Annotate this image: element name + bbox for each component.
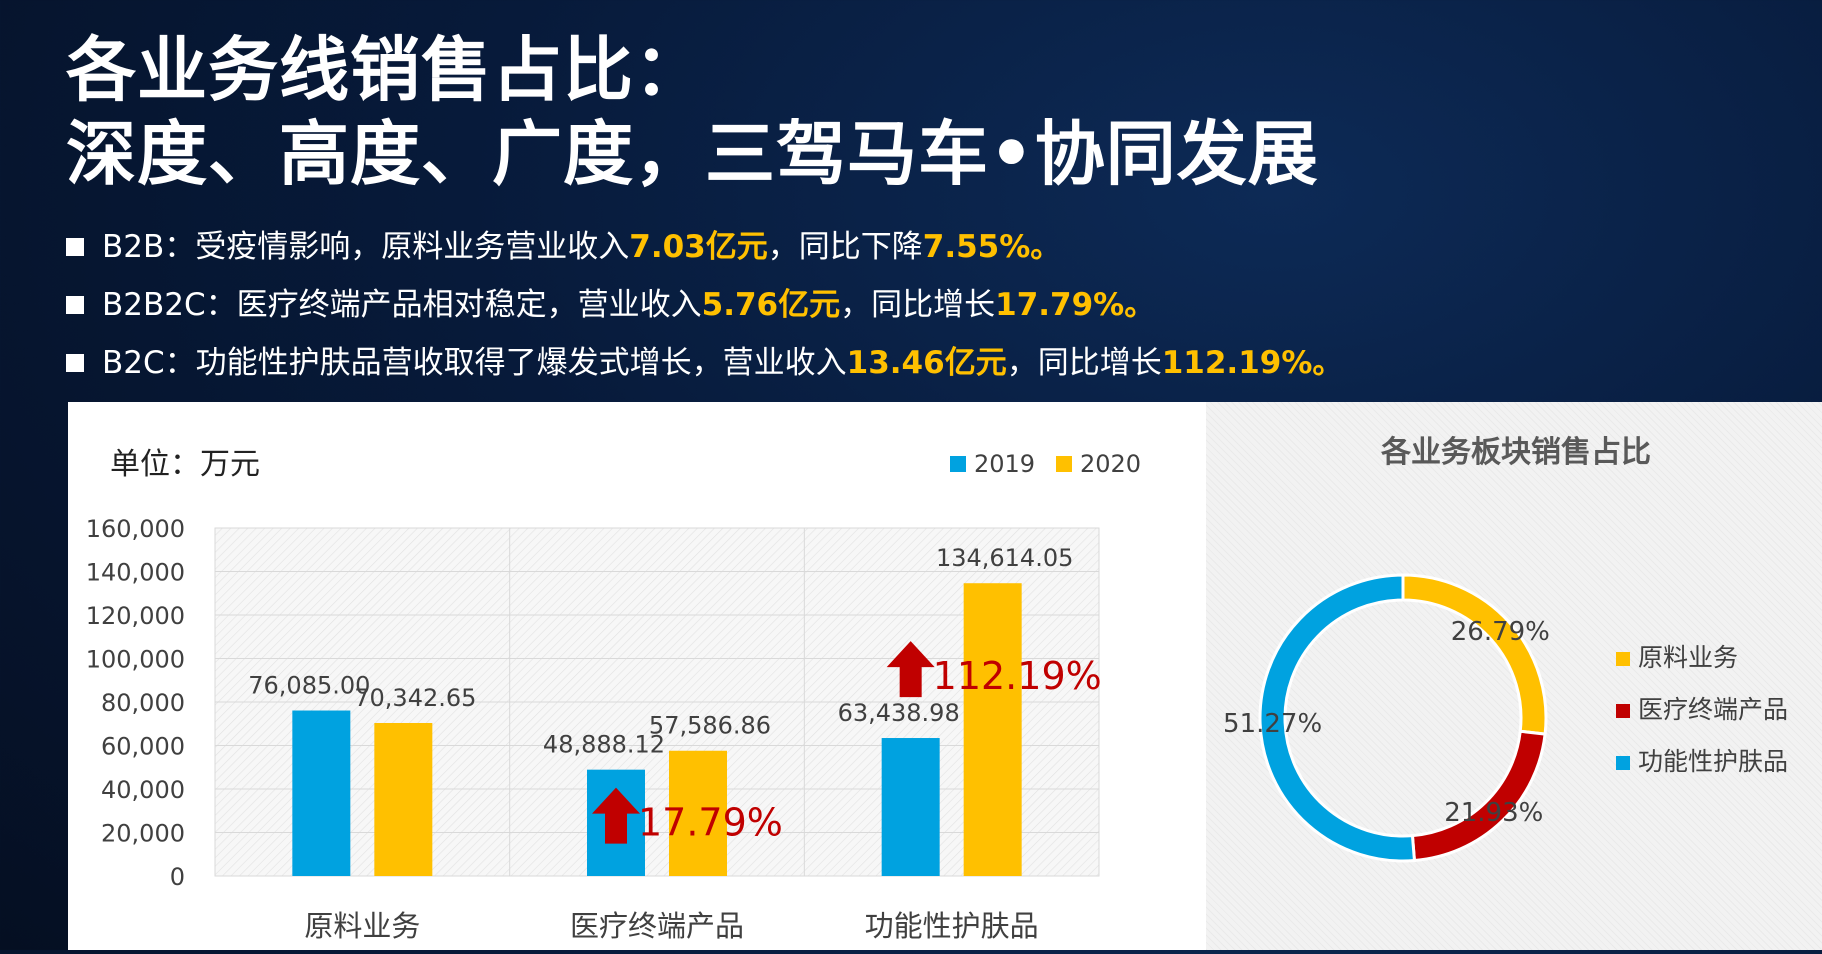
donut-slice (1258, 573, 1417, 863)
bullet-text: ，同比下降 (767, 229, 923, 265)
data-label: 57,586.86 (649, 712, 771, 740)
bullet-b2b: B2B：受疫情影响，原料业务营业收入 7.03亿元 ，同比下降 7.55%。 (66, 218, 1343, 276)
bar-2019 (881, 738, 940, 876)
y-tick-label: 160,000 (86, 515, 185, 543)
data-label: 70,342.65 (354, 684, 476, 712)
x-tick-label: 医疗终端产品 (570, 909, 744, 943)
square-bullet-icon (66, 238, 84, 256)
bar-legend: 2019 2020 (950, 450, 1141, 478)
slice-label: 26.79% (1451, 617, 1550, 647)
data-label: 63,438.98 (838, 699, 960, 727)
bullet-text: B2B2C：医疗终端产品相对稳定，营业收入 (102, 287, 702, 323)
legend-swatch (1616, 756, 1630, 770)
slice-label: 51.27% (1223, 709, 1322, 739)
bullet-text: ，同比增长 (840, 287, 996, 323)
donut-slices (1258, 573, 1548, 863)
legend-label: 功能性护肤品 (1638, 747, 1788, 776)
y-tick-label: 120,000 (86, 602, 185, 630)
data-label: 134,614.05 (936, 544, 1073, 572)
square-bullet-icon (66, 296, 84, 314)
legend-swatch (1616, 704, 1630, 718)
growth-label: 17.79% (638, 801, 783, 845)
bullet-highlight-change: 7.55%。 (922, 229, 1062, 265)
y-axis-ticks: 0 20,000 40,000 60,000 80,000 100,000 120,000 1… (86, 515, 185, 891)
bullet-text: B2C：功能性护肤品营收取得了爆发式增长，营业收入 (102, 345, 847, 381)
bullet-highlight-revenue: 5.76亿元 (701, 287, 841, 323)
bullet-highlight-revenue: 13.46亿元 (846, 345, 1007, 381)
y-tick-label: 60,000 (101, 733, 185, 761)
donut-chart: 各业务板块销售占比 26.79% 21.93% 51.27% 原料业务医疗终端产品功… (1223, 435, 1788, 863)
bullet-b2c: B2C：功能性护肤品营收取得了爆发式增长，营业收入 13.46亿元 ，同比增长 112… (66, 334, 1343, 392)
up-arrow-icon (592, 787, 640, 844)
legend-label: 2020 (1080, 450, 1141, 478)
bar-2020 (963, 583, 1022, 876)
x-axis-ticks: 原料业务 医疗终端产品 功能性护肤品 (304, 909, 1038, 943)
bullet-b2b2c: B2B2C：医疗终端产品相对稳定，营业收入 5.76亿元 ，同比增长 17.79%。 (66, 276, 1343, 334)
unit-label: 单位：万元 (110, 447, 260, 482)
y-tick-label: 100,000 (86, 646, 185, 674)
y-tick-label: 0 (170, 863, 185, 891)
page-title: 各业务线销售占比： 深度、高度、广度，三驾马车•协同发展 (66, 28, 1319, 196)
data-label: 76,085.00 (248, 672, 370, 700)
legend-swatch (950, 456, 966, 472)
donut-slice (1401, 573, 1548, 736)
y-tick-label: 140,000 (86, 559, 185, 587)
title-line-2: 深度、高度、广度，三驾马车•协同发展 (66, 113, 1319, 195)
bar-2019 (292, 710, 351, 876)
legend-label: 原料业务 (1638, 643, 1738, 672)
data-label: 48,888.12 (543, 731, 665, 759)
donut-labels: 26.79% 21.93% 51.27% (1223, 617, 1550, 828)
bullet-highlight-change: 112.19%。 (1161, 345, 1344, 381)
up-arrow-icon (886, 641, 935, 698)
bullet-text: B2B：受疫情影响，原料业务营业收入 (102, 229, 630, 265)
legend-swatch (1616, 652, 1630, 666)
title-line-1: 各业务线销售占比： (66, 29, 705, 111)
gridlines (215, 527, 1099, 877)
legend-label: 2019 (974, 450, 1035, 478)
bullet-text: ，同比增长 (1006, 345, 1162, 381)
bar-chart-panel: 单位：万元 2019 2020 0 20,000 40,000 60,000 80,000… (68, 402, 1206, 950)
legend-swatch (1056, 456, 1072, 472)
growth-label: 112.19% (933, 654, 1102, 698)
x-tick-label: 功能性护肤品 (865, 909, 1039, 943)
bar-chart: 单位：万元 2019 2020 0 20,000 40,000 60,000 80,000… (86, 447, 1141, 943)
x-tick-label: 原料业务 (304, 909, 420, 943)
donut-slice (1410, 729, 1547, 863)
bar-2020 (669, 750, 727, 876)
bar-2020 (374, 723, 433, 876)
bullet-list: B2B：受疫情影响，原料业务营业收入 7.03亿元 ，同比下降 7.55%。 B2B2… (66, 218, 1343, 392)
bullet-highlight-revenue: 7.03亿元 (629, 229, 768, 265)
donut-chart-panel: 各业务板块销售占比 26.79% 21.93% 51.27% 原料业务医疗终端产品功… (1206, 402, 1822, 950)
growth-annotations: 17.79% 112.19% (592, 641, 1102, 845)
donut-title: 各业务板块销售占比 (1380, 435, 1651, 470)
bullet-highlight-change: 17.79%。 (995, 287, 1156, 323)
y-tick-label: 80,000 (101, 689, 185, 717)
y-tick-label: 20,000 (101, 820, 185, 848)
y-tick-label: 40,000 (101, 776, 185, 804)
slice-label: 21.93% (1444, 798, 1543, 828)
square-bullet-icon (66, 354, 84, 372)
legend-label: 医疗终端产品 (1638, 695, 1788, 724)
